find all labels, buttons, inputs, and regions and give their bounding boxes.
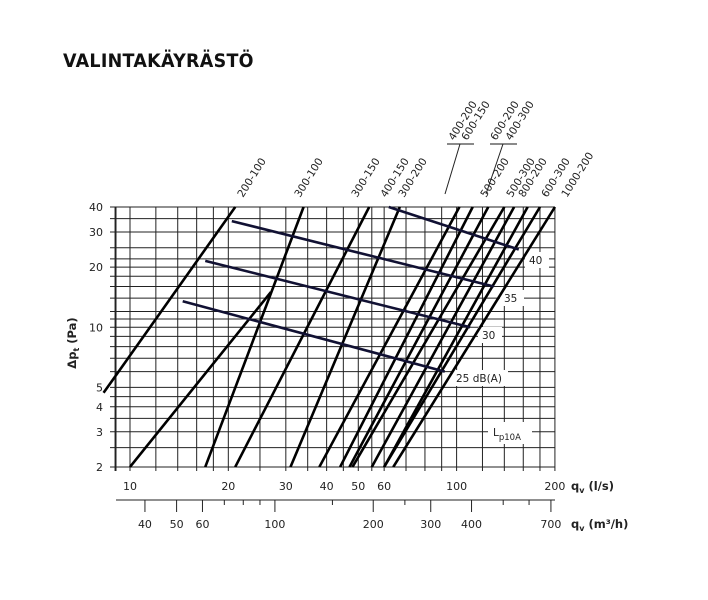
- duct-curve: [383, 206, 542, 468]
- x-tick-label: 100: [446, 480, 467, 493]
- x-tick-label: 50: [351, 480, 365, 493]
- duct-curve: [289, 206, 401, 468]
- duct-curve: [338, 206, 474, 468]
- x2-tick-label: 50: [170, 518, 184, 531]
- leader-line: [444, 143, 461, 195]
- x2-tick-label: 60: [195, 518, 209, 531]
- x-tick-label: 30: [279, 480, 293, 493]
- chart-title: VALINTAKÄYRÄSTÖ: [63, 50, 254, 72]
- duct-curve: [370, 206, 516, 468]
- label-background: [488, 422, 532, 444]
- x-tick-label: 20: [221, 480, 235, 493]
- x2-tick-label: 700: [540, 518, 561, 531]
- x-axis-label: qv (l/s): [571, 479, 614, 495]
- label-background: [525, 252, 549, 268]
- noise-curve: [182, 299, 446, 373]
- duct-size-label: 300-100: [292, 156, 325, 200]
- x-tick-label: 60: [377, 480, 391, 493]
- noise-curve: [231, 219, 495, 288]
- y-tick-label: 10: [89, 321, 103, 334]
- x2-tick-label: 300: [420, 518, 441, 531]
- db-label-35: 35: [504, 293, 517, 305]
- x-tick-label: 200: [544, 480, 565, 493]
- db-label-25: 25 dB(A): [456, 373, 502, 385]
- db-label-30: 30: [482, 330, 495, 342]
- duct-curve: [351, 206, 506, 468]
- y-tick-label: 30: [89, 226, 103, 239]
- duct-curve: [204, 206, 305, 468]
- y-tick-label: 3: [96, 426, 103, 439]
- duct-curve: [348, 206, 490, 468]
- y-tick-label: 4: [96, 401, 103, 414]
- label-background: [478, 327, 502, 343]
- noise-curve: [388, 205, 520, 251]
- y-tick-label: 5: [96, 381, 103, 394]
- y-tick-label: 20: [89, 261, 103, 274]
- y-tick-label: 2: [96, 461, 103, 474]
- duct-curve: [392, 206, 557, 468]
- leader-line: [485, 143, 504, 195]
- x-tick-label: 40: [320, 480, 334, 493]
- y-axis-label: Δpt (Pa): [65, 317, 81, 368]
- duct-size-label: 200-100: [235, 156, 268, 200]
- label-background: [452, 370, 508, 386]
- noise-curve: [204, 259, 471, 329]
- db-label-40: 40: [529, 255, 542, 267]
- y-tick-label: 40: [89, 201, 103, 214]
- x2-tick-label: 40: [138, 518, 152, 531]
- duct-curve: [128, 291, 272, 468]
- x2-tick-label: 100: [264, 518, 285, 531]
- x2-tick-label: 400: [461, 518, 482, 531]
- duct-curve: [318, 206, 461, 468]
- label-background: [500, 290, 524, 306]
- duct-curve: [102, 206, 237, 394]
- duct-curve: [383, 206, 529, 468]
- x2-axis-label: qv (m³/h): [571, 517, 628, 533]
- x2-tick-label: 200: [363, 518, 384, 531]
- x-tick-label: 10: [123, 480, 137, 493]
